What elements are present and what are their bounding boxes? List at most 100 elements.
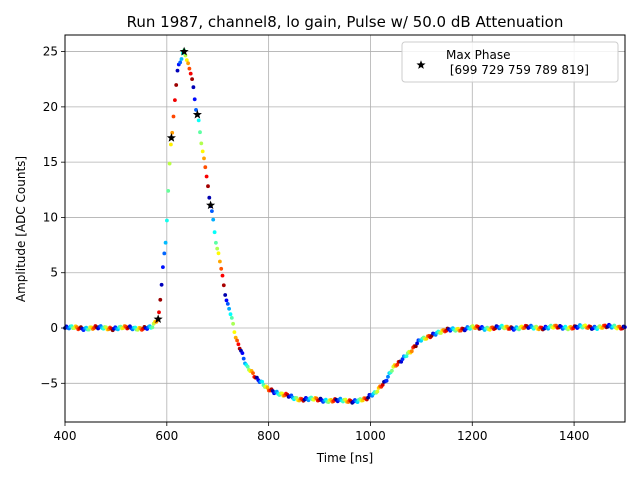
y-tick-label: 0 — [50, 321, 58, 335]
waveform-sample — [221, 283, 226, 288]
waveform-sample — [199, 141, 204, 146]
legend-star-icon — [416, 60, 426, 69]
waveform-sample — [165, 218, 169, 223]
waveform-sample — [161, 265, 165, 269]
y-tick-label: 5 — [50, 266, 58, 280]
max-phase-point — [192, 109, 202, 119]
waveform-sample — [196, 118, 201, 123]
y-tick-label: 10 — [43, 210, 58, 224]
x-axis: 400 600 800 1000 1200 1400 — [54, 422, 590, 443]
waveform-sample — [227, 306, 232, 311]
waveform-sample — [173, 98, 177, 102]
waveform-sample — [163, 240, 168, 245]
y-tick-label: 15 — [43, 155, 58, 169]
waveform-sample — [386, 374, 390, 379]
y-tick-label: −5 — [40, 376, 58, 390]
waveform-sample — [166, 189, 171, 193]
waveform-sample — [150, 325, 155, 330]
grid — [64, 35, 625, 422]
waveform-sample — [191, 85, 196, 90]
y-axis: −5 0 5 10 15 20 25 — [40, 45, 65, 390]
legend-label-line1: Max Phase — [446, 48, 510, 62]
y-axis-label: Amplitude [ADC Counts] — [14, 156, 28, 302]
y-tick-label: 25 — [43, 45, 58, 59]
waveform-sample — [186, 61, 191, 66]
waveform-sample — [171, 114, 176, 119]
waveform-sample — [380, 383, 385, 387]
x-axis-label: Time [ns] — [316, 451, 373, 465]
waveform-sample — [245, 364, 250, 369]
max-phase-point — [153, 314, 163, 324]
waveform-sample — [210, 209, 214, 214]
waveform-sample — [219, 266, 224, 271]
waveform-sample — [190, 77, 195, 81]
waveform-sample — [206, 184, 210, 189]
waveform-sample — [167, 161, 172, 166]
x-tick-label: 400 — [54, 429, 77, 443]
waveform-sample — [203, 165, 208, 170]
waveform-sample — [169, 142, 173, 147]
waveform-sample — [233, 335, 238, 340]
waveform-sample — [375, 389, 380, 394]
waveform-samples — [63, 48, 627, 405]
waveform-sample — [409, 349, 414, 354]
waveform-sample — [202, 156, 206, 161]
waveform-sample — [174, 83, 179, 87]
waveform-sample — [228, 312, 233, 317]
waveform-sample — [415, 341, 419, 346]
x-tick-label: 1400 — [559, 429, 590, 443]
waveform-sample — [236, 342, 241, 347]
waveform-sample — [240, 351, 245, 355]
waveform-sample — [192, 97, 197, 102]
waveform-sample — [175, 68, 180, 73]
waveform-sample — [231, 321, 236, 326]
legend-box — [401, 41, 619, 83]
waveform-sample — [158, 297, 163, 302]
waveform-sample — [212, 230, 217, 235]
x-tick-label: 600 — [155, 429, 178, 443]
waveform-sample — [204, 174, 209, 179]
x-tick-label: 1200 — [457, 429, 488, 443]
y-tick-label: 20 — [43, 100, 58, 114]
waveform-sample — [404, 354, 409, 358]
waveform-sample — [170, 130, 175, 135]
waveform-sample — [188, 71, 193, 76]
waveform-sample — [184, 58, 189, 62]
waveform-sample — [211, 217, 216, 222]
waveform-sample — [260, 379, 265, 384]
waveform-sample — [400, 357, 405, 361]
legend: Max Phase [699 729 759 789 819] — [401, 41, 619, 83]
waveform-sample — [225, 302, 230, 306]
waveform-sample — [218, 259, 222, 264]
max-phase-series — [153, 46, 216, 324]
waveform-sample — [241, 356, 246, 361]
waveform-sample — [251, 371, 255, 375]
waveform-sample — [198, 130, 202, 135]
max-phase-point — [179, 46, 189, 56]
waveform-sample — [224, 298, 229, 303]
waveform-sample — [232, 330, 237, 334]
waveform-sample — [390, 368, 394, 373]
waveform-sample — [194, 108, 198, 112]
waveform-sample — [235, 338, 240, 343]
waveform-sample — [214, 240, 218, 245]
waveform-sample — [207, 195, 212, 200]
waveform-sample — [178, 60, 183, 65]
waveform-sample — [200, 149, 205, 154]
plot-frame — [64, 34, 626, 423]
waveform-sample — [215, 246, 220, 251]
waveform-sample — [157, 310, 161, 315]
waveform-sample — [159, 282, 164, 287]
waveform-sample — [187, 66, 192, 71]
waveform-sample — [220, 273, 225, 278]
legend-label-line2: [699 729 759 789 819] — [446, 63, 589, 77]
waveform-sample — [384, 378, 389, 383]
x-tick-label: 800 — [257, 429, 280, 443]
waveform-sample — [395, 362, 400, 367]
waveform-sample — [223, 293, 228, 297]
waveform-sample — [229, 316, 234, 320]
chart-title: Run 1987, channel8, lo gain, Pulse w/ 50… — [127, 13, 564, 31]
waveform-sample — [216, 251, 221, 256]
waveform-sample — [179, 57, 184, 61]
